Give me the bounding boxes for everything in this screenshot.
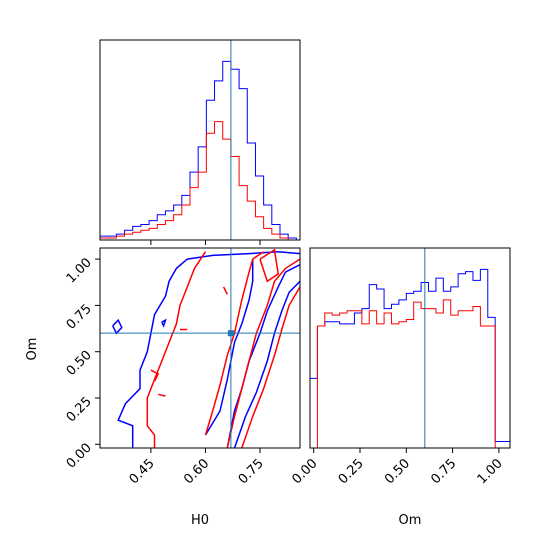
- hist-h0-frame: [99, 39, 301, 241]
- hist-om-xtick-label-2: 0.50: [382, 456, 413, 487]
- hist-om-frame: [309, 247, 511, 449]
- contour-series-1-line-2: [226, 258, 300, 448]
- contour-xtick-label-2: 0.75: [236, 456, 267, 487]
- hist-om-xtick-label-1: 0.25: [336, 456, 367, 487]
- contour-series-0-line-0: [117, 250, 300, 448]
- x-axis-label-h0: H0: [191, 513, 209, 528]
- y-axis-label-om: Om: [25, 338, 40, 361]
- hist-h0-series-1-step: [100, 121, 297, 240]
- contour-ytick-label-1: 0.25: [64, 394, 95, 425]
- contour-series-1-line-3: [241, 286, 300, 448]
- hist-om-xtick-label-0: 0.00: [289, 456, 320, 487]
- contour-xtick-label-0: 0.45: [127, 456, 158, 487]
- contour-frame: [99, 247, 301, 449]
- hist-h0-panel: [99, 39, 301, 245]
- hist-h0-plot-area: [100, 60, 297, 240]
- hist-om-series-0-step: [310, 268, 510, 448]
- contour-h0-om-panel: 0.45 0.60 0.75 0.00 0.25 0.50 0.75 1.00: [64, 247, 301, 487]
- contour-series-0-line-4: [112, 318, 123, 335]
- contour-plot-area: [112, 248, 300, 448]
- contour-series-1-line-6: [222, 286, 228, 295]
- hist-om-xtick-label-4: 1.00: [475, 456, 506, 487]
- contour-series-1-line-5: [150, 369, 160, 382]
- contour-series-0-line-1: [204, 259, 254, 436]
- hist-om-plot-area: [310, 268, 510, 448]
- hist-om-panel: 0.00 0.25 0.50 0.75 1.00: [289, 247, 511, 487]
- contour-ytick-label-4: 1.00: [64, 255, 95, 286]
- contour-series-1-line-8: [158, 393, 166, 397]
- contour-truth-marker: [227, 330, 234, 337]
- contour-series-1-line-0: [146, 251, 207, 448]
- contour-ytick-label-0: 0.00: [64, 441, 95, 472]
- hist-om-xtick-label-3: 0.75: [428, 456, 459, 487]
- contour-ytick-label-2: 0.50: [64, 348, 95, 379]
- contour-ytick-label-3: 0.75: [64, 302, 95, 333]
- contour-series-0-line-5: [161, 318, 167, 328]
- hist-h0-series-0-step: [100, 60, 297, 240]
- hist-om-series-1-step: [310, 299, 510, 448]
- contour-series-0-line-3: [233, 280, 300, 448]
- contour-series-1-line-4: [259, 248, 280, 283]
- contour-xtick-label-1: 0.60: [181, 456, 212, 487]
- x-axis-label-om: Om: [399, 513, 422, 528]
